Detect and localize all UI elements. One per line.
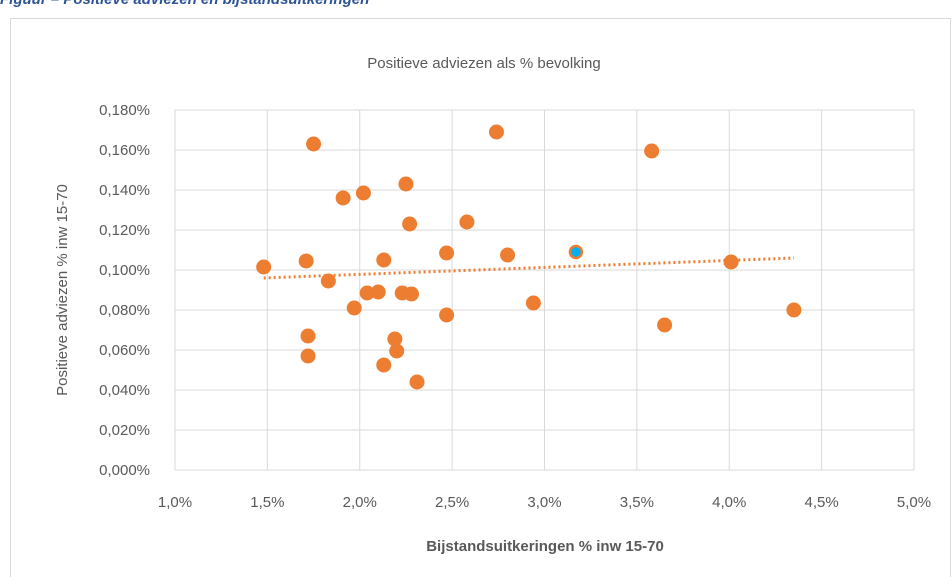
x-tick-label: 2,5% [435, 494, 469, 511]
data-point [300, 328, 316, 344]
y-axis-label: Positieve adviezen % inw 15-70 [54, 184, 71, 396]
x-tick-label: 1,5% [250, 494, 284, 511]
data-point [786, 302, 802, 318]
x-tick-label: 4,5% [805, 494, 839, 511]
data-point [346, 300, 362, 316]
data-point [298, 253, 314, 269]
x-tick-label: 3,5% [620, 494, 654, 511]
y-tick-label: 0,020% [99, 422, 150, 439]
data-point [256, 259, 272, 275]
y-tick-label: 0,140% [99, 182, 150, 199]
data-point [376, 357, 392, 373]
x-tick-label: 2,0% [343, 494, 377, 511]
x-tick-label: 1,0% [158, 494, 192, 511]
data-point [403, 286, 419, 302]
data-point [300, 348, 316, 364]
x-tick-label: 4,0% [712, 494, 746, 511]
chart-title: Positieve adviezen als % bevolking [367, 55, 600, 72]
data-point [459, 214, 475, 230]
y-tick-label: 0,080% [99, 302, 150, 319]
y-tick-label: 0,040% [99, 382, 150, 399]
x-tick-label: 3,0% [527, 494, 561, 511]
data-point [320, 273, 336, 289]
y-tick-label: 0,180% [99, 102, 150, 119]
data-point [644, 143, 660, 159]
data-point [389, 343, 405, 359]
data-point [376, 252, 392, 268]
data-point [723, 254, 739, 270]
x-tick-label: 5,0% [897, 494, 931, 511]
chart-frame [10, 18, 951, 577]
data-point [657, 317, 673, 333]
data-point [359, 285, 375, 301]
data-point [525, 295, 541, 311]
data-point [398, 176, 414, 192]
data-point [370, 284, 386, 300]
data-point [306, 136, 322, 152]
y-tick-label: 0,120% [99, 222, 150, 239]
data-point [402, 216, 418, 232]
y-tick-label: 0,160% [99, 142, 150, 159]
trendline [263, 256, 794, 280]
data-point [500, 247, 516, 263]
data-point [439, 307, 455, 323]
data-point [568, 244, 584, 260]
y-tick-label: 0,100% [99, 262, 150, 279]
data-point [409, 374, 425, 390]
x-axis-label: Bijstandsuitkeringen % inw 15-70 [426, 538, 664, 555]
data-point [439, 245, 455, 261]
data-point [335, 190, 351, 206]
data-point [488, 124, 504, 140]
y-tick-label: 0,060% [99, 342, 150, 359]
caption: Figuur – Positieve adviezen en bijstands… [0, 0, 369, 8]
y-tick-label: 0,000% [99, 462, 150, 479]
data-point [387, 331, 403, 347]
data-point [355, 185, 371, 201]
